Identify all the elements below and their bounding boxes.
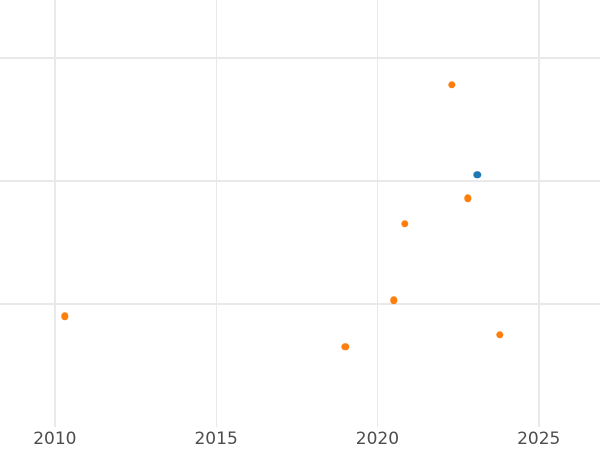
plot-area: [0, 0, 600, 427]
vertical-gridline-2015: [215, 0, 217, 427]
scatter-point-orange-series: [464, 194, 472, 202]
horizontal-gridline: [0, 57, 600, 59]
scatter-point-orange-series: [496, 331, 504, 339]
x-tick-label-2015: 2015: [194, 429, 238, 449]
vertical-gridline-2010: [54, 0, 56, 427]
scatter-point-orange-series: [447, 81, 456, 89]
horizontal-gridline: [0, 180, 600, 182]
x-tick-label-2020: 2020: [355, 429, 400, 449]
scatter-point-orange-series: [60, 312, 69, 320]
horizontal-gridline: [0, 303, 600, 305]
x-tick-label-2025: 2025: [517, 429, 561, 449]
vertical-gridline-2020: [376, 0, 379, 427]
scatter-point-orange-series: [341, 343, 349, 351]
scatter-point-orange-series: [389, 296, 398, 304]
scatter-point-blue-series: [473, 171, 482, 179]
vertical-gridline-2025: [538, 0, 540, 427]
scatter-point-orange-series: [401, 220, 409, 228]
x-tick-label-2010: 2010: [33, 429, 77, 449]
